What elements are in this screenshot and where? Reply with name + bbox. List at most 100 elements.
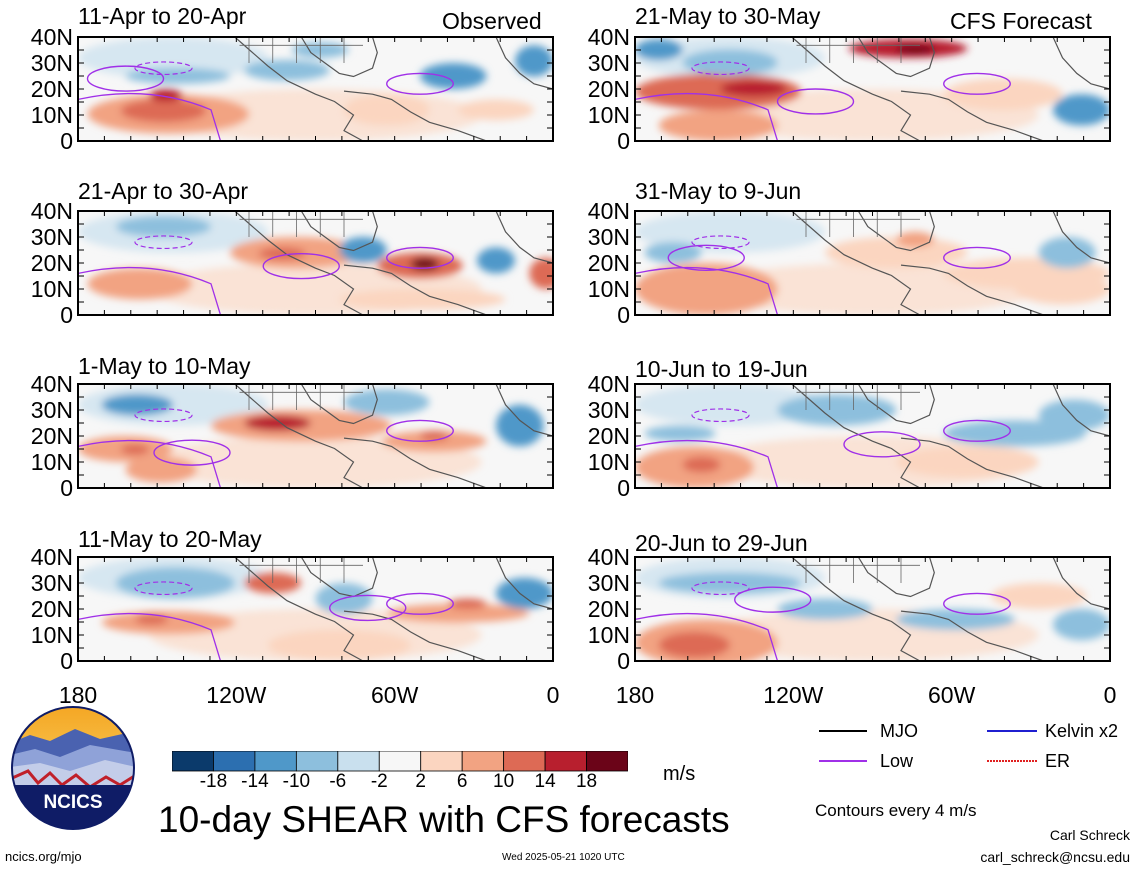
y-tick-label: 40N	[587, 371, 630, 397]
y-tick-label: 30N	[30, 570, 73, 596]
map-panel	[634, 36, 1111, 142]
y-tick-label: 10N	[587, 276, 630, 302]
colorbar-tick-label: 18	[575, 771, 598, 792]
colorbar-tick-label: -18	[199, 771, 228, 792]
forecast-label: CFS Forecast	[950, 8, 1092, 34]
shear-maps	[77, 36, 1111, 662]
footer-timestamp: Wed 2025-05-21 1020 UTC	[502, 852, 625, 863]
x-tick-label: 0	[1103, 682, 1117, 708]
y-tick-label: 0	[60, 302, 73, 328]
y-tick-label: 40N	[30, 198, 73, 224]
y-tick-label: 30N	[30, 397, 73, 423]
y-tick-label: 20N	[587, 596, 630, 622]
map-panel	[634, 556, 1111, 662]
ncics-logo: NCICS	[11, 706, 135, 830]
y-tick-label: 40N	[30, 24, 73, 50]
y-tick-label: 20N	[30, 423, 73, 449]
legend-low-label: Low	[880, 751, 914, 771]
x-tick-label: 120W	[206, 682, 267, 708]
map-panel	[634, 383, 1111, 489]
y-tick-label: 0	[617, 128, 630, 154]
y-tick-label: 0	[60, 128, 73, 154]
colorbar-unit: m/s	[663, 763, 696, 785]
colorbar-swatch	[420, 751, 463, 772]
map-panel	[77, 383, 554, 489]
y-tick-label: 20N	[587, 423, 630, 449]
observed-label: Observed	[442, 8, 542, 34]
x-tick-label: 60W	[371, 682, 419, 708]
legend-kelvin-label: Kelvin x2	[1045, 721, 1119, 741]
colorbar-tick-label: 6	[456, 771, 468, 792]
y-tick-label: 20N	[587, 76, 630, 102]
footer-author: Carl Schreck	[1049, 827, 1130, 843]
y-tick-label: 10N	[30, 622, 73, 648]
x-tick-label: 60W	[928, 682, 976, 708]
colorbar-tick-label: 2	[415, 771, 427, 792]
y-tick-label: 30N	[30, 50, 73, 76]
legend-mjo-label: MJO	[880, 721, 918, 741]
x-tick-label: 120W	[763, 682, 824, 708]
x-tick-label: 180	[58, 682, 98, 708]
y-tick-label: 30N	[30, 224, 73, 250]
colorbar-swatch	[503, 751, 546, 772]
y-tick-label: 40N	[587, 198, 630, 224]
y-tick-label: 30N	[587, 224, 630, 250]
colorbar-swatch	[213, 751, 256, 772]
y-tick-label: 0	[617, 302, 630, 328]
map-panel	[77, 556, 554, 662]
colorbar-tick-label: 10	[493, 771, 515, 792]
panel-title-fcst-1: 21-May to 30-May	[635, 3, 821, 29]
contour-interval-note: Contours every 4 m/s	[815, 801, 977, 820]
panel-title-fcst-3: 10-Jun to 19-Jun	[635, 356, 808, 382]
y-tick-label: 10N	[587, 102, 630, 128]
y-tick-label: 10N	[30, 276, 73, 302]
y-tick-label: 0	[60, 648, 73, 674]
y-tick-label: 40N	[30, 544, 73, 570]
y-tick-label: 10N	[30, 102, 73, 128]
colorbar-swatch	[295, 751, 339, 772]
y-tick-label: 20N	[587, 250, 630, 276]
map-panel	[634, 210, 1111, 316]
panel-title-obs-4: 11-May to 20-May	[78, 526, 262, 552]
y-tick-label: 10N	[587, 449, 630, 475]
y-tick-label: 20N	[30, 596, 73, 622]
colorbar-swatch	[254, 751, 297, 772]
colorbar-tick-label: -6	[329, 771, 347, 792]
y-tick-label: 0	[617, 648, 630, 674]
colorbar-tick-label: -2	[370, 771, 388, 792]
y-tick-label: 10N	[30, 449, 73, 475]
main-title: 10-day SHEAR with CFS forecasts	[158, 799, 730, 840]
panel-title-fcst-4: 20-Jun to 29-Jun	[635, 530, 808, 556]
panel-title-obs-2: 21-Apr to 30-Apr	[78, 178, 249, 204]
colorbar-tick-label: -10	[282, 771, 311, 792]
colorbar	[172, 751, 628, 772]
colorbar-swatch	[461, 751, 505, 772]
map-panel	[77, 210, 554, 316]
y-tick-label: 30N	[587, 397, 630, 423]
x-tick-label: 0	[546, 682, 560, 708]
panel-title-obs-1: 11-Apr to 20-Apr	[78, 3, 247, 29]
y-tick-label: 40N	[587, 544, 630, 570]
colorbar-swatch	[337, 751, 380, 772]
legend-lines	[819, 730, 1037, 762]
panel-title-fcst-2: 31-May to 9-Jun	[635, 178, 802, 204]
colorbar-swatch	[586, 751, 628, 772]
colorbar-tick-label: -14	[241, 771, 269, 792]
panel-title-obs-3: 1-May to 10-May	[78, 353, 251, 379]
y-tick-label: 30N	[587, 570, 630, 596]
y-tick-label: 10N	[587, 622, 630, 648]
y-tick-label: 0	[60, 475, 73, 501]
colorbar-swatch	[378, 751, 422, 772]
footer-email: carl_schreck@ncsu.edu	[980, 849, 1130, 865]
logo-text: NCICS	[43, 792, 102, 813]
colorbar-tick-label: 14	[534, 771, 556, 792]
y-tick-label: 40N	[30, 371, 73, 397]
y-tick-label: 30N	[587, 50, 630, 76]
colorbar-swatch	[172, 751, 214, 772]
footer-url: ncics.org/mjo	[5, 849, 82, 864]
colorbar-swatch	[544, 751, 587, 772]
y-tick-label: 20N	[30, 76, 73, 102]
y-tick-label: 20N	[30, 250, 73, 276]
legend-er-label: ER	[1045, 751, 1071, 771]
y-tick-label: 0	[617, 475, 630, 501]
